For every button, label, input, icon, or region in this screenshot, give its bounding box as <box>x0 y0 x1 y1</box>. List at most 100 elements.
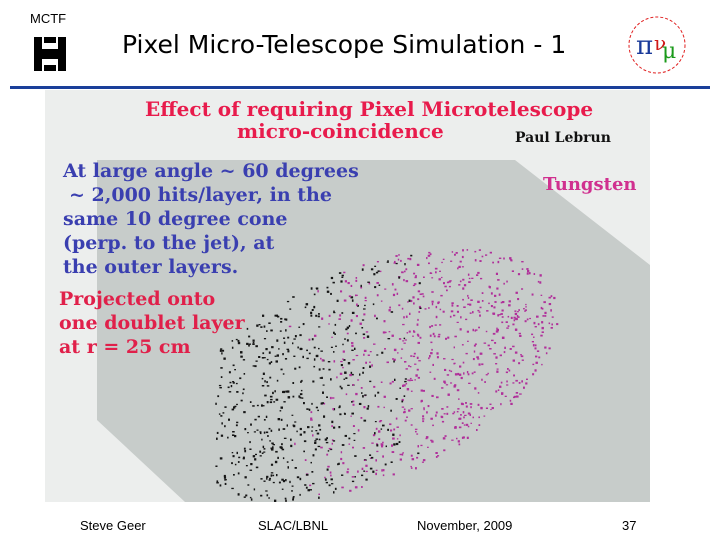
hit-point <box>347 362 351 365</box>
hit-point <box>409 377 412 380</box>
hit-point <box>384 348 386 350</box>
hit-point <box>352 384 355 386</box>
hit-point <box>514 312 518 316</box>
hit-point <box>408 330 411 333</box>
hit-point <box>299 393 303 396</box>
hit-point <box>518 332 521 335</box>
hit-point <box>249 496 252 499</box>
hit-point <box>216 431 219 434</box>
hit-point <box>363 349 367 352</box>
hit-point <box>422 418 425 420</box>
hit-point <box>357 429 360 432</box>
hit-point <box>453 411 456 413</box>
hit-point <box>368 282 371 285</box>
hit-point <box>380 428 383 430</box>
hit-point <box>220 348 223 350</box>
hit-point <box>292 382 295 384</box>
hit-point <box>267 435 269 437</box>
hit-point <box>443 358 446 360</box>
hit-point <box>380 300 383 302</box>
hit-point <box>518 382 521 384</box>
hit-point <box>338 462 340 465</box>
hit-point <box>305 473 309 476</box>
hit-point <box>237 339 240 342</box>
hit-point <box>398 441 401 443</box>
hit-point <box>294 467 297 469</box>
hit-point <box>244 476 247 479</box>
hit-point <box>253 431 256 433</box>
hit-point <box>442 310 445 313</box>
hit-point <box>412 296 415 299</box>
hit-point <box>348 437 351 440</box>
hit-point <box>403 384 406 387</box>
hit-point <box>271 448 274 451</box>
hit-point <box>255 345 258 348</box>
hit-point <box>525 303 527 306</box>
hit-point <box>510 316 513 319</box>
hit-point <box>313 293 316 296</box>
hit-point <box>477 309 480 312</box>
hit-point <box>366 407 369 410</box>
hit-point <box>248 343 251 345</box>
hit-point <box>292 424 295 427</box>
hit-point <box>374 265 377 267</box>
hit-point <box>541 307 544 310</box>
hit-point <box>416 263 420 266</box>
hit-point <box>261 438 263 441</box>
hit-point <box>296 476 300 479</box>
hit-point <box>403 316 405 319</box>
hit-point <box>532 344 535 347</box>
hit-point <box>382 424 385 427</box>
hit-point <box>236 421 239 424</box>
projection-line: Projected onto <box>59 288 216 310</box>
hit-point <box>355 294 357 297</box>
hit-point <box>515 379 518 382</box>
hit-point <box>517 311 519 313</box>
hit-point <box>444 285 447 288</box>
hit-point <box>501 336 505 339</box>
hit-point <box>307 489 310 492</box>
hit-point <box>274 499 277 502</box>
hit-point <box>382 455 384 458</box>
hit-point <box>255 453 257 456</box>
hit-point <box>333 360 336 363</box>
hit-point <box>556 323 559 326</box>
hit-point <box>341 474 344 476</box>
hit-point <box>326 290 330 293</box>
hit-point <box>283 341 286 344</box>
hit-point <box>476 356 479 359</box>
hit-point <box>282 457 285 460</box>
hit-point <box>494 342 497 344</box>
hit-point <box>456 437 458 440</box>
hit-point <box>372 434 376 437</box>
hit-point <box>521 288 524 290</box>
hit-point <box>275 398 279 401</box>
hit-point <box>474 250 477 253</box>
hit-point <box>457 440 460 443</box>
hit-point <box>385 445 387 448</box>
hit-point <box>332 408 334 411</box>
hit-point <box>436 396 439 399</box>
hit-point <box>287 466 289 469</box>
hit-point <box>252 343 255 345</box>
hit-point <box>393 262 396 264</box>
hit-point <box>459 365 462 368</box>
hit-point <box>541 321 544 324</box>
hit-point <box>266 401 269 404</box>
hit-point <box>446 406 449 408</box>
hit-point <box>320 357 322 360</box>
hit-point <box>430 417 433 420</box>
hit-point <box>483 415 486 417</box>
hit-point <box>514 310 517 312</box>
hit-point <box>270 398 273 401</box>
hit-point <box>250 463 253 466</box>
hit-point <box>341 486 344 489</box>
hit-point <box>479 352 483 355</box>
hit-point <box>263 357 266 359</box>
hit-point <box>351 412 354 415</box>
hit-point <box>501 321 504 324</box>
hit-point <box>262 314 265 317</box>
hit-point <box>466 249 469 251</box>
hit-point <box>443 380 446 383</box>
hit-point <box>364 459 366 461</box>
